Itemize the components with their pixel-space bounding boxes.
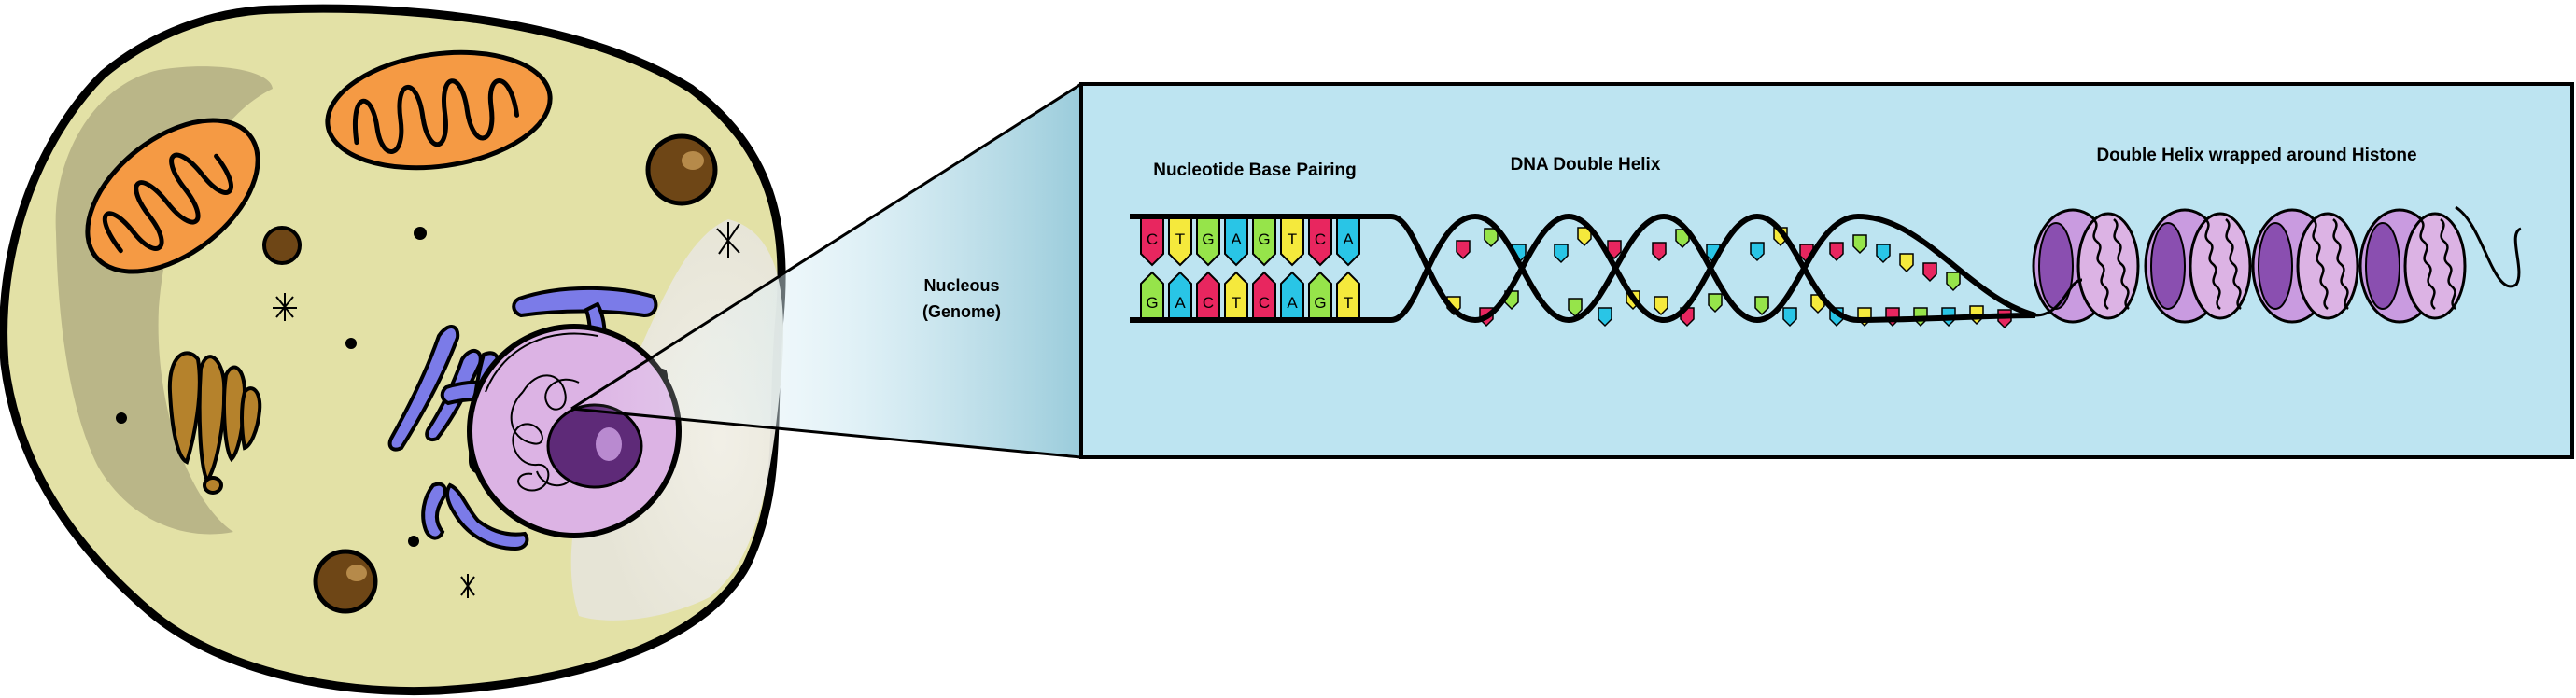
base-letter-bottom: C [1203, 294, 1214, 312]
helix-base [1456, 240, 1471, 260]
golgi-apparatus-brown [167, 351, 262, 495]
base-letter-top: C [1315, 230, 1326, 248]
helix-base [1598, 307, 1612, 328]
base-top-5: T [1280, 217, 1304, 267]
mitochondrion-top [325, 49, 553, 171]
helix-base [1654, 296, 1668, 316]
double-helix [1390, 213, 2036, 329]
base-bottom-3: T [1224, 271, 1248, 319]
helix-histone-label: Double Helix wrapped around Histone [2096, 146, 2416, 165]
nucleotide-base-pairing-label: Nucleotide Base Pairing [1153, 161, 1357, 180]
base-letter-top: G [1258, 230, 1270, 248]
base-letter-bottom: A [1287, 294, 1298, 312]
nucleus [467, 324, 682, 538]
dna-panel: Nucleotide Base Pairing DNA Double Helix… [1079, 82, 2574, 459]
base-letter-bottom: G [1146, 294, 1158, 312]
base-bottom-4: C [1252, 271, 1276, 319]
genome-label: (Genome) [922, 302, 1001, 321]
helix-base [1554, 244, 1569, 264]
base-letter-bottom: A [1175, 294, 1186, 312]
base-letter-top: T [1175, 230, 1185, 248]
helix-base [1899, 253, 1914, 273]
helix-base [1829, 242, 1844, 262]
nuclear-envelope-inner [485, 332, 598, 393]
mitochondrion-left [85, 118, 260, 274]
base-bottom-6: G [1308, 271, 1332, 319]
helix-base [1782, 307, 1797, 328]
histone-2 [2144, 208, 2252, 324]
histone-3 [2251, 208, 2359, 324]
zoom-lines [570, 82, 1082, 459]
base-letter-top: T [1288, 230, 1297, 248]
chromatin [510, 374, 580, 492]
helix-base [1876, 244, 1891, 264]
histone-1 [2032, 208, 2140, 324]
nucleolus [546, 403, 643, 489]
chromatin-thread [2034, 205, 2522, 317]
helix-base [1922, 262, 1937, 283]
helix-base [1568, 298, 1583, 318]
base-letter-top: A [1343, 230, 1354, 248]
base-letter-top: A [1231, 230, 1242, 248]
base-bottom-7: T [1336, 271, 1360, 319]
base-top-2: G [1196, 217, 1220, 267]
base-letter-bottom: C [1259, 294, 1270, 312]
nucleous-label: Nucleous [923, 276, 999, 295]
base-bottom-0: G [1140, 271, 1164, 319]
helix-base [1852, 234, 1867, 255]
histone-4 [2358, 208, 2467, 324]
base-top-7: A [1336, 217, 1360, 267]
base-bottom-5: A [1280, 271, 1304, 319]
helix-base [1946, 272, 1961, 292]
base-top-0: C [1140, 217, 1164, 267]
base-top-4: G [1252, 217, 1276, 267]
helix-strand-2 [1390, 213, 2036, 324]
helix-base [1750, 242, 1765, 262]
helix-base [1754, 296, 1769, 316]
helix-base [1652, 242, 1667, 262]
histones [2032, 208, 2467, 324]
base-top-1: T [1168, 217, 1192, 267]
base-letter-bottom: T [1344, 294, 1353, 312]
base-bottom-2: C [1196, 271, 1220, 319]
base-top-3: A [1224, 217, 1248, 267]
base-top-6: C [1308, 217, 1332, 267]
base-letter-top: C [1147, 230, 1158, 248]
base-letter-bottom: T [1232, 294, 1241, 312]
vesicles [116, 133, 718, 614]
base-bottom-1: A [1168, 271, 1192, 319]
base-letter-bottom: G [1314, 294, 1326, 312]
base-letter-top: G [1202, 230, 1214, 248]
helix-strand-1 [1390, 213, 2036, 324]
helix-base [1708, 293, 1723, 314]
ribosome-clusters [273, 222, 740, 598]
dna-double-helix-label: DNA Double Helix [1511, 155, 1661, 174]
